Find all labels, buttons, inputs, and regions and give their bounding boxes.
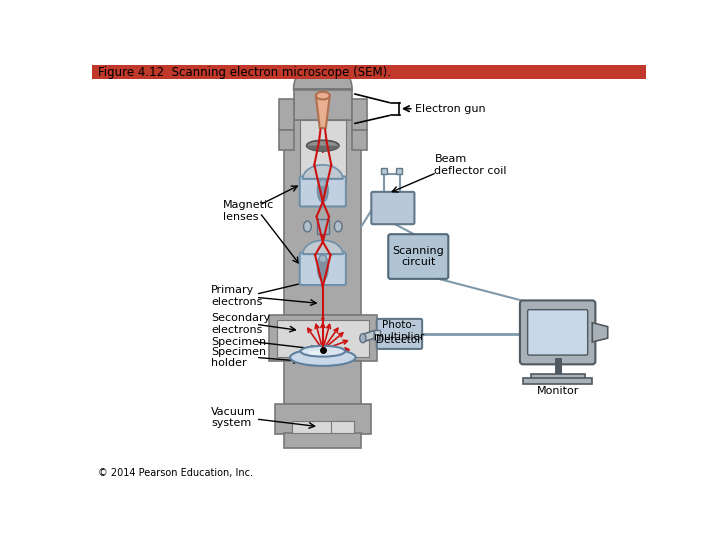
Text: Detector: Detector bbox=[377, 335, 422, 345]
Text: © 2014 Pearson Education, Inc.: © 2014 Pearson Education, Inc. bbox=[98, 468, 253, 478]
FancyBboxPatch shape bbox=[300, 253, 346, 285]
Text: Secondary
electrons: Secondary electrons bbox=[211, 314, 271, 335]
Bar bbox=[276, 320, 369, 357]
Bar bbox=[352, 99, 366, 130]
FancyBboxPatch shape bbox=[372, 192, 415, 224]
Bar bbox=[352, 130, 366, 150]
Bar bbox=[92, 65, 647, 79]
Text: Beam
deflector coil: Beam deflector coil bbox=[434, 154, 507, 176]
Bar bbox=[284, 361, 361, 403]
Text: Figure 4.12  Scanning electron microscope (SEM).: Figure 4.12 Scanning electron microscope… bbox=[98, 66, 391, 79]
Bar bbox=[284, 120, 361, 315]
Bar bbox=[300, 120, 346, 180]
Text: Specimen: Specimen bbox=[211, 337, 266, 347]
Bar bbox=[330, 421, 354, 433]
FancyBboxPatch shape bbox=[528, 309, 588, 355]
Polygon shape bbox=[363, 330, 374, 342]
Text: Monitor: Monitor bbox=[536, 386, 579, 395]
Text: Electron gun: Electron gun bbox=[415, 104, 486, 114]
Bar bbox=[317, 219, 329, 234]
Bar bbox=[523, 378, 593, 384]
Polygon shape bbox=[303, 240, 343, 254]
Ellipse shape bbox=[334, 221, 342, 232]
Text: Vacuum
system: Vacuum system bbox=[211, 407, 256, 428]
Ellipse shape bbox=[318, 178, 328, 202]
Bar bbox=[294, 88, 352, 120]
FancyBboxPatch shape bbox=[300, 177, 346, 206]
Polygon shape bbox=[307, 146, 339, 151]
Ellipse shape bbox=[300, 346, 345, 356]
Text: Magnetic
lenses: Magnetic lenses bbox=[222, 200, 274, 222]
Bar bbox=[374, 330, 379, 340]
Bar bbox=[275, 403, 371, 434]
Bar bbox=[279, 130, 294, 150]
Polygon shape bbox=[303, 165, 343, 179]
Ellipse shape bbox=[316, 92, 330, 99]
Ellipse shape bbox=[290, 349, 356, 366]
Text: Scanning
circuit: Scanning circuit bbox=[392, 246, 444, 267]
Ellipse shape bbox=[307, 140, 339, 151]
Bar bbox=[381, 168, 387, 174]
Ellipse shape bbox=[318, 254, 328, 280]
Ellipse shape bbox=[304, 221, 311, 232]
Text: Photo-
multiplier: Photo- multiplier bbox=[374, 320, 424, 342]
FancyBboxPatch shape bbox=[388, 234, 449, 279]
FancyBboxPatch shape bbox=[520, 300, 595, 364]
Ellipse shape bbox=[320, 256, 326, 262]
Polygon shape bbox=[593, 323, 608, 342]
Bar bbox=[292, 421, 354, 433]
Bar bbox=[279, 99, 294, 130]
Bar bbox=[269, 315, 377, 361]
Ellipse shape bbox=[309, 350, 324, 355]
Polygon shape bbox=[294, 60, 352, 90]
Bar bbox=[396, 168, 402, 174]
Polygon shape bbox=[316, 96, 330, 128]
Ellipse shape bbox=[360, 334, 366, 343]
Bar bbox=[531, 374, 585, 380]
Text: Primary
electrons: Primary electrons bbox=[211, 285, 263, 307]
Text: Specimen
holder: Specimen holder bbox=[211, 347, 266, 368]
Ellipse shape bbox=[320, 180, 326, 186]
Bar bbox=[284, 433, 361, 448]
FancyBboxPatch shape bbox=[377, 319, 422, 349]
